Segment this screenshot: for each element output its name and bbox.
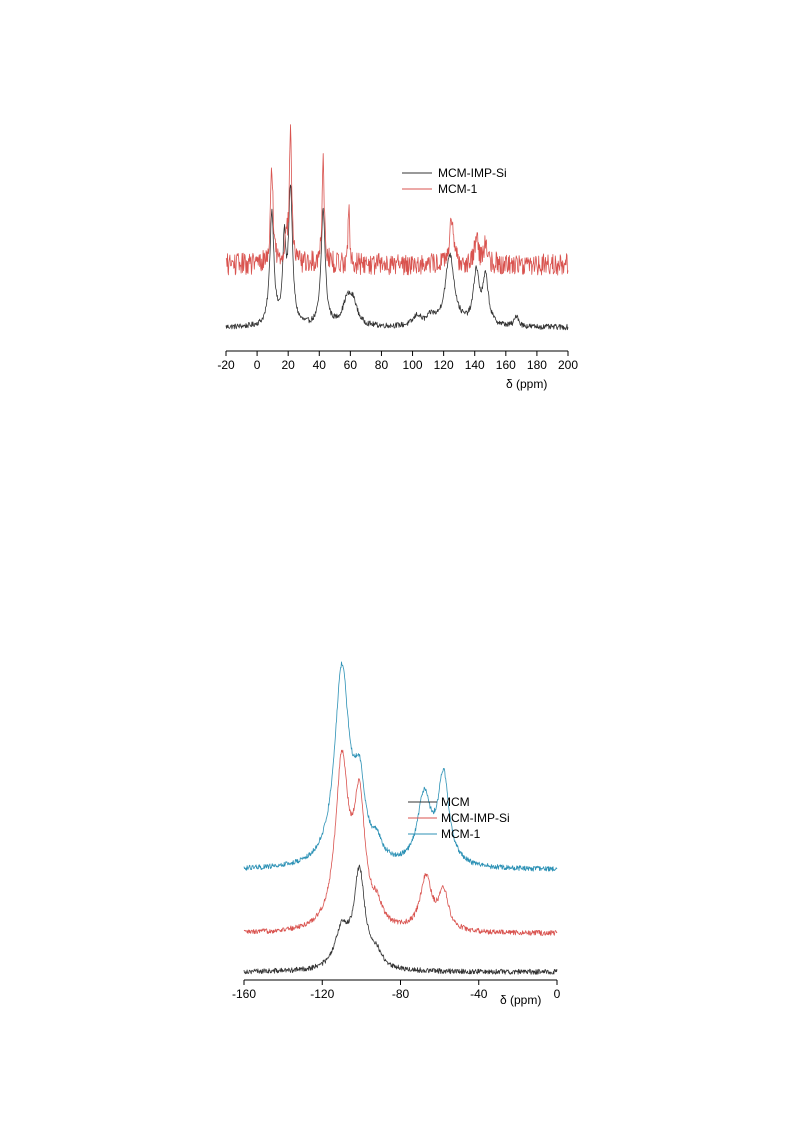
x-tick-label: 60 <box>344 358 358 372</box>
legend: MCM MCM-IMP-Si MCM-1 <box>408 795 510 841</box>
series-line-mcm-imp-si <box>243 749 558 936</box>
x-tick-label: 40 <box>313 358 327 372</box>
x-tick-label: -120 <box>310 987 334 1001</box>
x-tick-label: 100 <box>403 358 423 372</box>
legend-label-mcm: MCM <box>441 795 470 809</box>
legend: MCM-IMP-Si MCM-1 <box>402 166 507 196</box>
x-tick-label: -40 <box>470 987 488 1001</box>
series-line-mcm <box>243 864 558 975</box>
series-group <box>243 661 558 975</box>
x-tick-label: -80 <box>392 987 410 1001</box>
series-line-mcm-1 <box>225 124 569 276</box>
x-ticks: -160 -120 -80 -40 0 <box>232 980 561 1001</box>
x-tick-label: -160 <box>232 987 256 1001</box>
x-tick-label: -20 <box>217 358 235 372</box>
x-tick-label: 180 <box>527 358 547 372</box>
x-tick-label: 120 <box>434 358 454 372</box>
legend-label-mcm-imp-si: MCM-IMP-Si <box>438 166 507 180</box>
series-line-mcm-1 <box>243 661 558 872</box>
legend-label-mcm-imp-si: MCM-IMP-Si <box>441 811 510 825</box>
x-axis-title: δ (ppm) <box>506 377 547 391</box>
x-tick-label: 160 <box>496 358 516 372</box>
x-tick-label: 80 <box>375 358 389 372</box>
legend-label-mcm-1: MCM-1 <box>441 827 481 841</box>
x-axis-title: δ (ppm) <box>500 993 541 1007</box>
chart-13c-nmr: -20 0 20 40 60 80 100 120 140 160 180 200 δ (ppm) M… <box>217 124 578 391</box>
x-tick-label: 0 <box>254 358 261 372</box>
x-ticks: -20 0 20 40 60 80 100 120 140 160 180 200 <box>217 351 578 372</box>
x-tick-label: 140 <box>465 358 485 372</box>
legend-label-mcm-1: MCM-1 <box>438 182 478 196</box>
x-tick-label: 0 <box>554 987 561 1001</box>
x-tick-label: 20 <box>282 358 296 372</box>
series-group <box>225 124 569 331</box>
x-tick-label: 200 <box>558 358 578 372</box>
